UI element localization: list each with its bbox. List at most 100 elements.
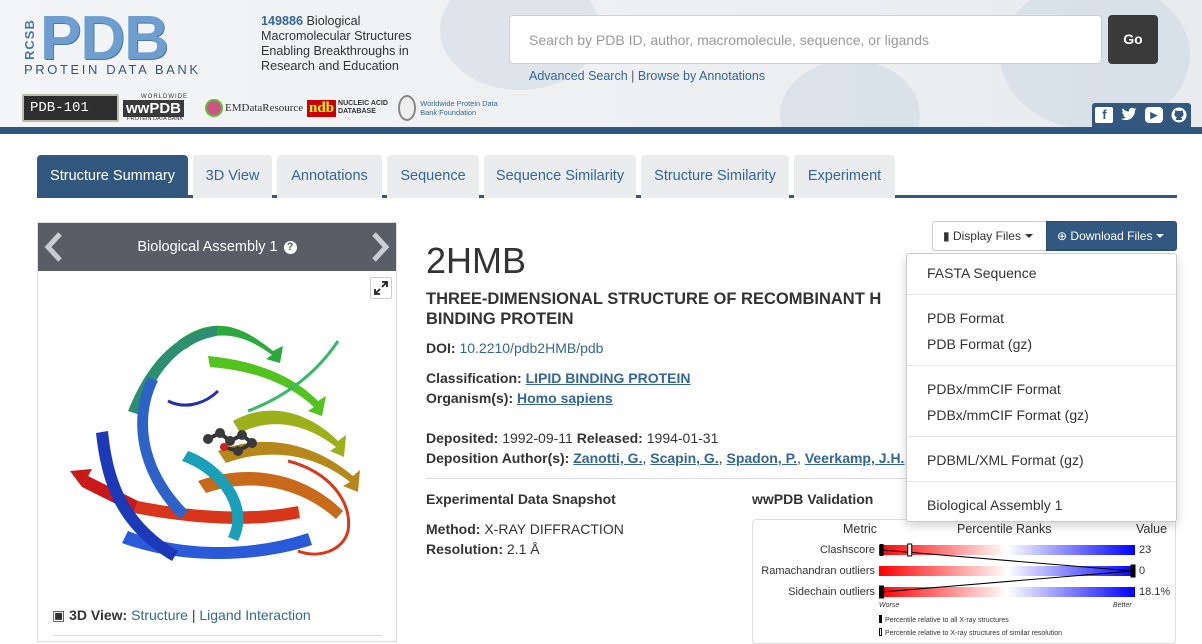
advanced-search-link[interactable]: Advanced Search — [529, 69, 628, 83]
divider — [52, 635, 382, 636]
download-files-button[interactable]: ⊕ Download Files — [1046, 221, 1177, 251]
ndb-mark: ndb — [307, 99, 337, 117]
assembly-title: Biological Assembly 1? — [38, 223, 396, 271]
method-label: Method: — [426, 521, 481, 537]
worse-label: Worse — [879, 602, 900, 609]
display-files-button[interactable]: ▮ Display Files — [932, 221, 1047, 251]
site-tagline: 149886 Biological Macromolecular Structu… — [261, 14, 441, 74]
caret-down-icon — [1156, 234, 1165, 238]
logo-subtitle: PROTEIN DATA BANK — [24, 62, 201, 77]
menu-divider — [907, 436, 1176, 437]
download-icon: ⊕ — [1057, 229, 1068, 243]
resolution-label: Resolution: — [426, 541, 503, 557]
chevron-right-icon — [372, 232, 390, 262]
dates-row: Deposited: 1992-09-11 Released: 1994-01-… — [426, 428, 718, 448]
metric-column-header: Metric — [843, 522, 878, 536]
facebook-icon[interactable]: f — [1095, 107, 1114, 123]
entry-title: THREE-DIMENSIONAL STRUCTURE OF RECOMBINA… — [426, 290, 882, 328]
classification-link[interactable]: LIPID BINDING PROTEIN — [525, 370, 691, 386]
menu-item-pdbml[interactable]: PDBML/XML Format (gz) — [927, 452, 1084, 468]
metric-name: Clashscore — [819, 544, 875, 556]
tab-3d-view[interactable]: 3D View — [193, 155, 272, 198]
menu-item-pdb[interactable]: PDB Format — [927, 310, 1005, 326]
menu-item-pdb-gz[interactable]: PDB Format (gz) — [927, 336, 1033, 352]
header-divider — [0, 127, 1202, 134]
author-separator: , — [797, 450, 801, 466]
divider — [426, 478, 1176, 479]
menu-divider — [907, 365, 1176, 366]
foundation-text: Worldwide Protein Data Bank Foundation — [420, 99, 498, 117]
previous-assembly-button[interactable] — [42, 231, 66, 263]
twitter-icon[interactable] — [1120, 107, 1138, 123]
search-input[interactable]: Search by PDB ID, author, macromolecule,… — [509, 15, 1102, 64]
legend-similar-text: Percentile relative to X-ray structures … — [885, 630, 1063, 637]
all-structures-marker — [1131, 565, 1135, 577]
authors-row: Deposition Author(s): Zanotti, G., Scapi… — [426, 448, 908, 468]
menu-item-fasta[interactable]: FASTA Sequence — [927, 265, 1037, 281]
link-separator: | — [631, 69, 635, 83]
youtube-icon[interactable]: ▶ — [1144, 107, 1163, 123]
metric-value: 0 — [1139, 565, 1146, 577]
tab-sequence[interactable]: Sequence — [387, 155, 479, 198]
wwpdb-foundation-logo[interactable]: Worldwide Protein Data Bank Foundation — [398, 94, 508, 122]
author-link[interactable]: Zanotti, G. — [573, 450, 643, 466]
cube-icon: ▣ — [52, 607, 66, 623]
fullscreen-button[interactable] — [370, 277, 392, 299]
wwpdb-mark: wwPDB — [123, 99, 185, 117]
deposited-date: 1992-09-11 — [502, 430, 573, 446]
author-link[interactable]: Spadon, P. — [726, 450, 798, 466]
rcsb-text: RCSB — [22, 19, 37, 61]
download-files-label: Download Files — [1070, 229, 1153, 243]
resolution-value: 2.1 Å — [506, 541, 540, 557]
globe-icon — [205, 99, 223, 117]
protein-structure-image[interactable] — [68, 301, 378, 591]
metric-value: 23 — [1139, 544, 1152, 556]
help-icon[interactable]: ? — [283, 241, 297, 254]
tab-structure-similarity[interactable]: Structure Similarity — [641, 155, 789, 198]
tab-sequence-similarity[interactable]: Sequence Similarity — [484, 155, 636, 198]
released-label: Released: — [576, 430, 643, 446]
browse-annotations-link[interactable]: Browse by Annotations — [637, 69, 766, 83]
metric-name: Sidechain outliers — [788, 586, 875, 598]
ndb-logo[interactable]: ndb NUCLEIC ACID DATABASE — [307, 94, 397, 122]
structure-view-link[interactable]: Structure — [131, 607, 188, 623]
menu-item-mmcif-gz[interactable]: PDBx/mmCIF Format (gz) — [927, 407, 1089, 423]
validation-slider[interactable]: Metric Percentile Ranks Value Clashscore… — [752, 519, 1176, 644]
github-icon[interactable] — [1170, 107, 1188, 123]
background-decoration — [780, 60, 920, 127]
menu-item-assembly[interactable]: Biological Assembly 1 — [927, 497, 1063, 513]
all-structures-marker — [879, 586, 884, 598]
tab-annotations[interactable]: Annotations — [277, 155, 382, 198]
expand-icon — [374, 281, 388, 295]
rcsb-pdb-logo[interactable]: RCSB PDB PROTEIN DATA BANK — [22, 8, 254, 80]
pdb101-logo[interactable]: PDB-101 — [22, 94, 119, 122]
link-separator: | — [191, 607, 196, 623]
emdataresource-logo[interactable]: EMDataResource — [205, 94, 305, 122]
organism-link[interactable]: Homo sapiens — [517, 390, 613, 406]
white-marker-icon — [879, 628, 882, 636]
search-go-button[interactable]: Go — [1108, 15, 1158, 64]
ligand-interaction-link[interactable]: Ligand Interaction — [199, 607, 311, 623]
released-date: 1994-01-31 — [646, 430, 719, 446]
legend-similar: Percentile relative to X-ray structures … — [879, 628, 1062, 637]
site-header: RCSB PDB PROTEIN DATA BANK 149886 Biolog… — [0, 0, 1202, 127]
seal-icon — [398, 95, 417, 121]
metric-value: 18.1% — [1139, 586, 1171, 598]
all-structures-marker — [879, 544, 884, 556]
next-assembly-button[interactable] — [368, 231, 392, 263]
ndb-text: NUCLEIC ACID DATABASE — [338, 100, 388, 115]
author-link[interactable]: Veerkamp, J.H. — [804, 450, 905, 466]
tab-structure-summary[interactable]: Structure Summary — [37, 155, 188, 198]
author-link[interactable]: Scapin, G. — [650, 450, 719, 466]
menu-item-mmcif[interactable]: PDBx/mmCIF Format — [927, 381, 1061, 397]
wwpdb-logo[interactable]: WORLDWIDE wwPDB PROTEIN DATA BANK — [123, 94, 203, 122]
search-links: Advanced Search | Browse by Annotations — [529, 69, 765, 83]
doi-link[interactable]: 10.2210/pdb2HMB/pdb — [459, 340, 604, 356]
pdb101-text: PDB-101 — [30, 100, 89, 116]
similar-resolution-marker — [907, 543, 913, 557]
percentile-bar — [879, 545, 1135, 555]
legend-all: Percentile relative to all X-ray structu… — [879, 615, 1009, 624]
tab-experiment[interactable]: Experiment — [794, 155, 895, 198]
percentile-column-header: Percentile Ranks — [957, 522, 1052, 536]
metric-name: Ramachandran outliers — [761, 565, 875, 577]
